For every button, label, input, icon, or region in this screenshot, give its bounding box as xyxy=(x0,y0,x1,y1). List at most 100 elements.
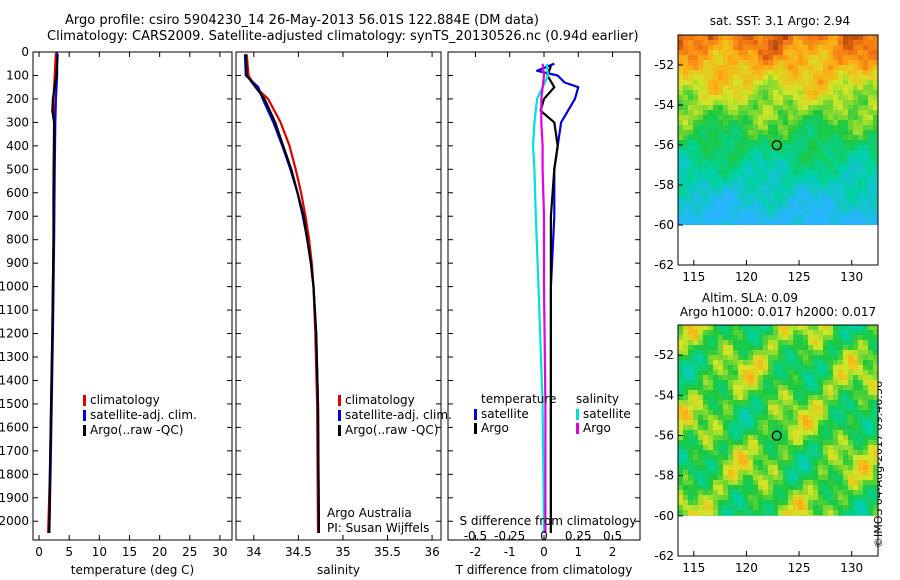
sst_map-heatmap-cell xyxy=(703,180,708,185)
sla_map-heatmap-cell xyxy=(738,385,743,390)
sst_map-heatmap-cell xyxy=(868,190,873,195)
sla_map-heatmap-cell xyxy=(778,370,783,375)
sst_map-heatmap-cell xyxy=(808,155,813,160)
sst_map-heatmap-cell xyxy=(678,190,683,195)
sla_map-heatmap-cell xyxy=(713,455,718,460)
sla_map-heatmap-cell xyxy=(833,390,838,395)
sst_map-heatmap-cell xyxy=(818,50,823,55)
sst_map-heatmap-cell xyxy=(783,165,788,170)
sst_map-heatmap-cell xyxy=(748,65,753,70)
sla_map-heatmap-cell xyxy=(863,360,868,365)
sst_map-heatmap-cell xyxy=(843,95,848,100)
sla_map-heatmap-cell xyxy=(828,415,833,420)
sla_map-heatmap-cell xyxy=(803,365,808,370)
sst_map-heatmap-cell xyxy=(838,155,843,160)
sla_map-heatmap-cell xyxy=(818,395,823,400)
sla_map-heatmap-cell xyxy=(743,360,748,365)
sst_map-heatmap-cell xyxy=(693,95,698,100)
sla_map-heatmap-cell xyxy=(753,450,758,455)
sla_map-heatmap-cell xyxy=(678,415,683,420)
sst_map-heatmap-cell xyxy=(873,200,878,205)
sst_map-heatmap-cell xyxy=(753,115,758,120)
sla_map-heatmap-cell xyxy=(823,425,828,430)
sla_map-heatmap-cell xyxy=(768,385,773,390)
sla_map-heatmap-cell xyxy=(808,410,813,415)
temperature-xtick-label: 0 xyxy=(35,545,43,559)
sla_map-heatmap-cell xyxy=(733,395,738,400)
sst_map-heatmap-cell xyxy=(788,220,793,225)
salinity-series-argo-raw-qc- xyxy=(244,54,320,534)
sst_map-heatmap-cell xyxy=(788,45,793,50)
sst_map-heatmap-cell xyxy=(718,145,723,150)
sla_map-heatmap-cell xyxy=(728,480,733,485)
sla_map-heatmap-cell xyxy=(813,380,818,385)
sst_map-heatmap-cell xyxy=(823,220,828,225)
sla_map-heatmap-cell xyxy=(763,485,768,490)
sla_map-heatmap-cell xyxy=(838,505,843,510)
sla_map-heatmap-cell xyxy=(833,385,838,390)
sst_map-heatmap-cell xyxy=(833,210,838,215)
sst_map-heatmap-cell xyxy=(773,60,778,65)
sla_map-heatmap-cell xyxy=(743,345,748,350)
sla_map-heatmap-cell xyxy=(728,440,733,445)
sla_map-heatmap-cell xyxy=(708,495,713,500)
sst_map-heatmap-cell xyxy=(753,140,758,145)
sst_map-heatmap-cell xyxy=(873,130,878,135)
sst_map-heatmap-cell xyxy=(753,215,758,220)
sst_map-heatmap-cell xyxy=(843,80,848,85)
sst_map-heatmap-cell xyxy=(868,185,873,190)
sst_map-heatmap-cell xyxy=(863,130,868,135)
sst_map-heatmap-cell xyxy=(688,195,693,200)
sla_map-heatmap-cell xyxy=(788,435,793,440)
sla_map-heatmap-cell xyxy=(853,420,858,425)
sla_map-heatmap-cell xyxy=(873,485,878,490)
sla_map-heatmap-cell xyxy=(793,395,798,400)
sst_map-heatmap-cell xyxy=(763,180,768,185)
sst_map-heatmap-cell xyxy=(803,215,808,220)
sla_map-heatmap-cell xyxy=(693,455,698,460)
sla_map-heatmap-cell xyxy=(833,445,838,450)
salinity-xtick-label: 34.5 xyxy=(285,545,312,559)
sla_map-heatmap-cell xyxy=(863,485,868,490)
sla_map-heatmap-cell xyxy=(693,365,698,370)
sst_map-heatmap-cell xyxy=(733,205,738,210)
sla_map-heatmap-cell xyxy=(813,335,818,340)
sla_map-heatmap-cell xyxy=(868,380,873,385)
sla_map-heatmap-cell xyxy=(738,510,743,515)
sst_map-heatmap-cell xyxy=(718,125,723,130)
sla_map-heatmap-cell xyxy=(763,330,768,335)
sla_map-heatmap-cell xyxy=(783,425,788,430)
sst_map-heatmap-cell xyxy=(818,95,823,100)
sst_map-heatmap-cell xyxy=(683,170,688,175)
sla_map-heatmap-cell xyxy=(783,515,788,516)
sla_map-heatmap-cell xyxy=(808,480,813,485)
sla_map-heatmap-cell xyxy=(703,340,708,345)
sst_map-heatmap-cell xyxy=(738,105,743,110)
sst_map-heatmap-cell xyxy=(823,75,828,80)
sla_map-heatmap-cell xyxy=(698,390,703,395)
sst_map-heatmap-cell xyxy=(783,185,788,190)
sla_map-heatmap-cell xyxy=(848,375,853,380)
sla_map-heatmap-cell xyxy=(768,500,773,505)
sst_map-heatmap-cell xyxy=(803,115,808,120)
sla_map-heatmap-cell xyxy=(773,330,778,335)
sst_map-heatmap-cell xyxy=(708,75,713,80)
sst_map-heatmap-cell xyxy=(853,110,858,115)
sla_map-heatmap-cell xyxy=(858,350,863,355)
sst_map-heatmap-cell xyxy=(728,105,733,110)
sla_map-heatmap-cell xyxy=(703,375,708,380)
sst_map-heatmap-cell xyxy=(828,120,833,125)
sst_map-heatmap-cell xyxy=(753,205,758,210)
sst_map-heatmap-cell xyxy=(723,220,728,225)
sla_map-heatmap-cell xyxy=(728,450,733,455)
sst_map-heatmap-cell xyxy=(843,210,848,215)
sla_map-heatmap-cell xyxy=(703,505,708,510)
sla_map-heatmap-cell xyxy=(793,385,798,390)
sst_map-heatmap-cell xyxy=(773,145,778,150)
salinity-xtick-label: 36 xyxy=(424,545,439,559)
sst_map-heatmap-cell xyxy=(703,85,708,90)
sla_map-heatmap-cell xyxy=(843,470,848,475)
sst_map-heatmap-cell xyxy=(838,150,843,155)
sst_map-heatmap-cell xyxy=(828,70,833,75)
sla_map-heatmap-cell xyxy=(863,440,868,445)
